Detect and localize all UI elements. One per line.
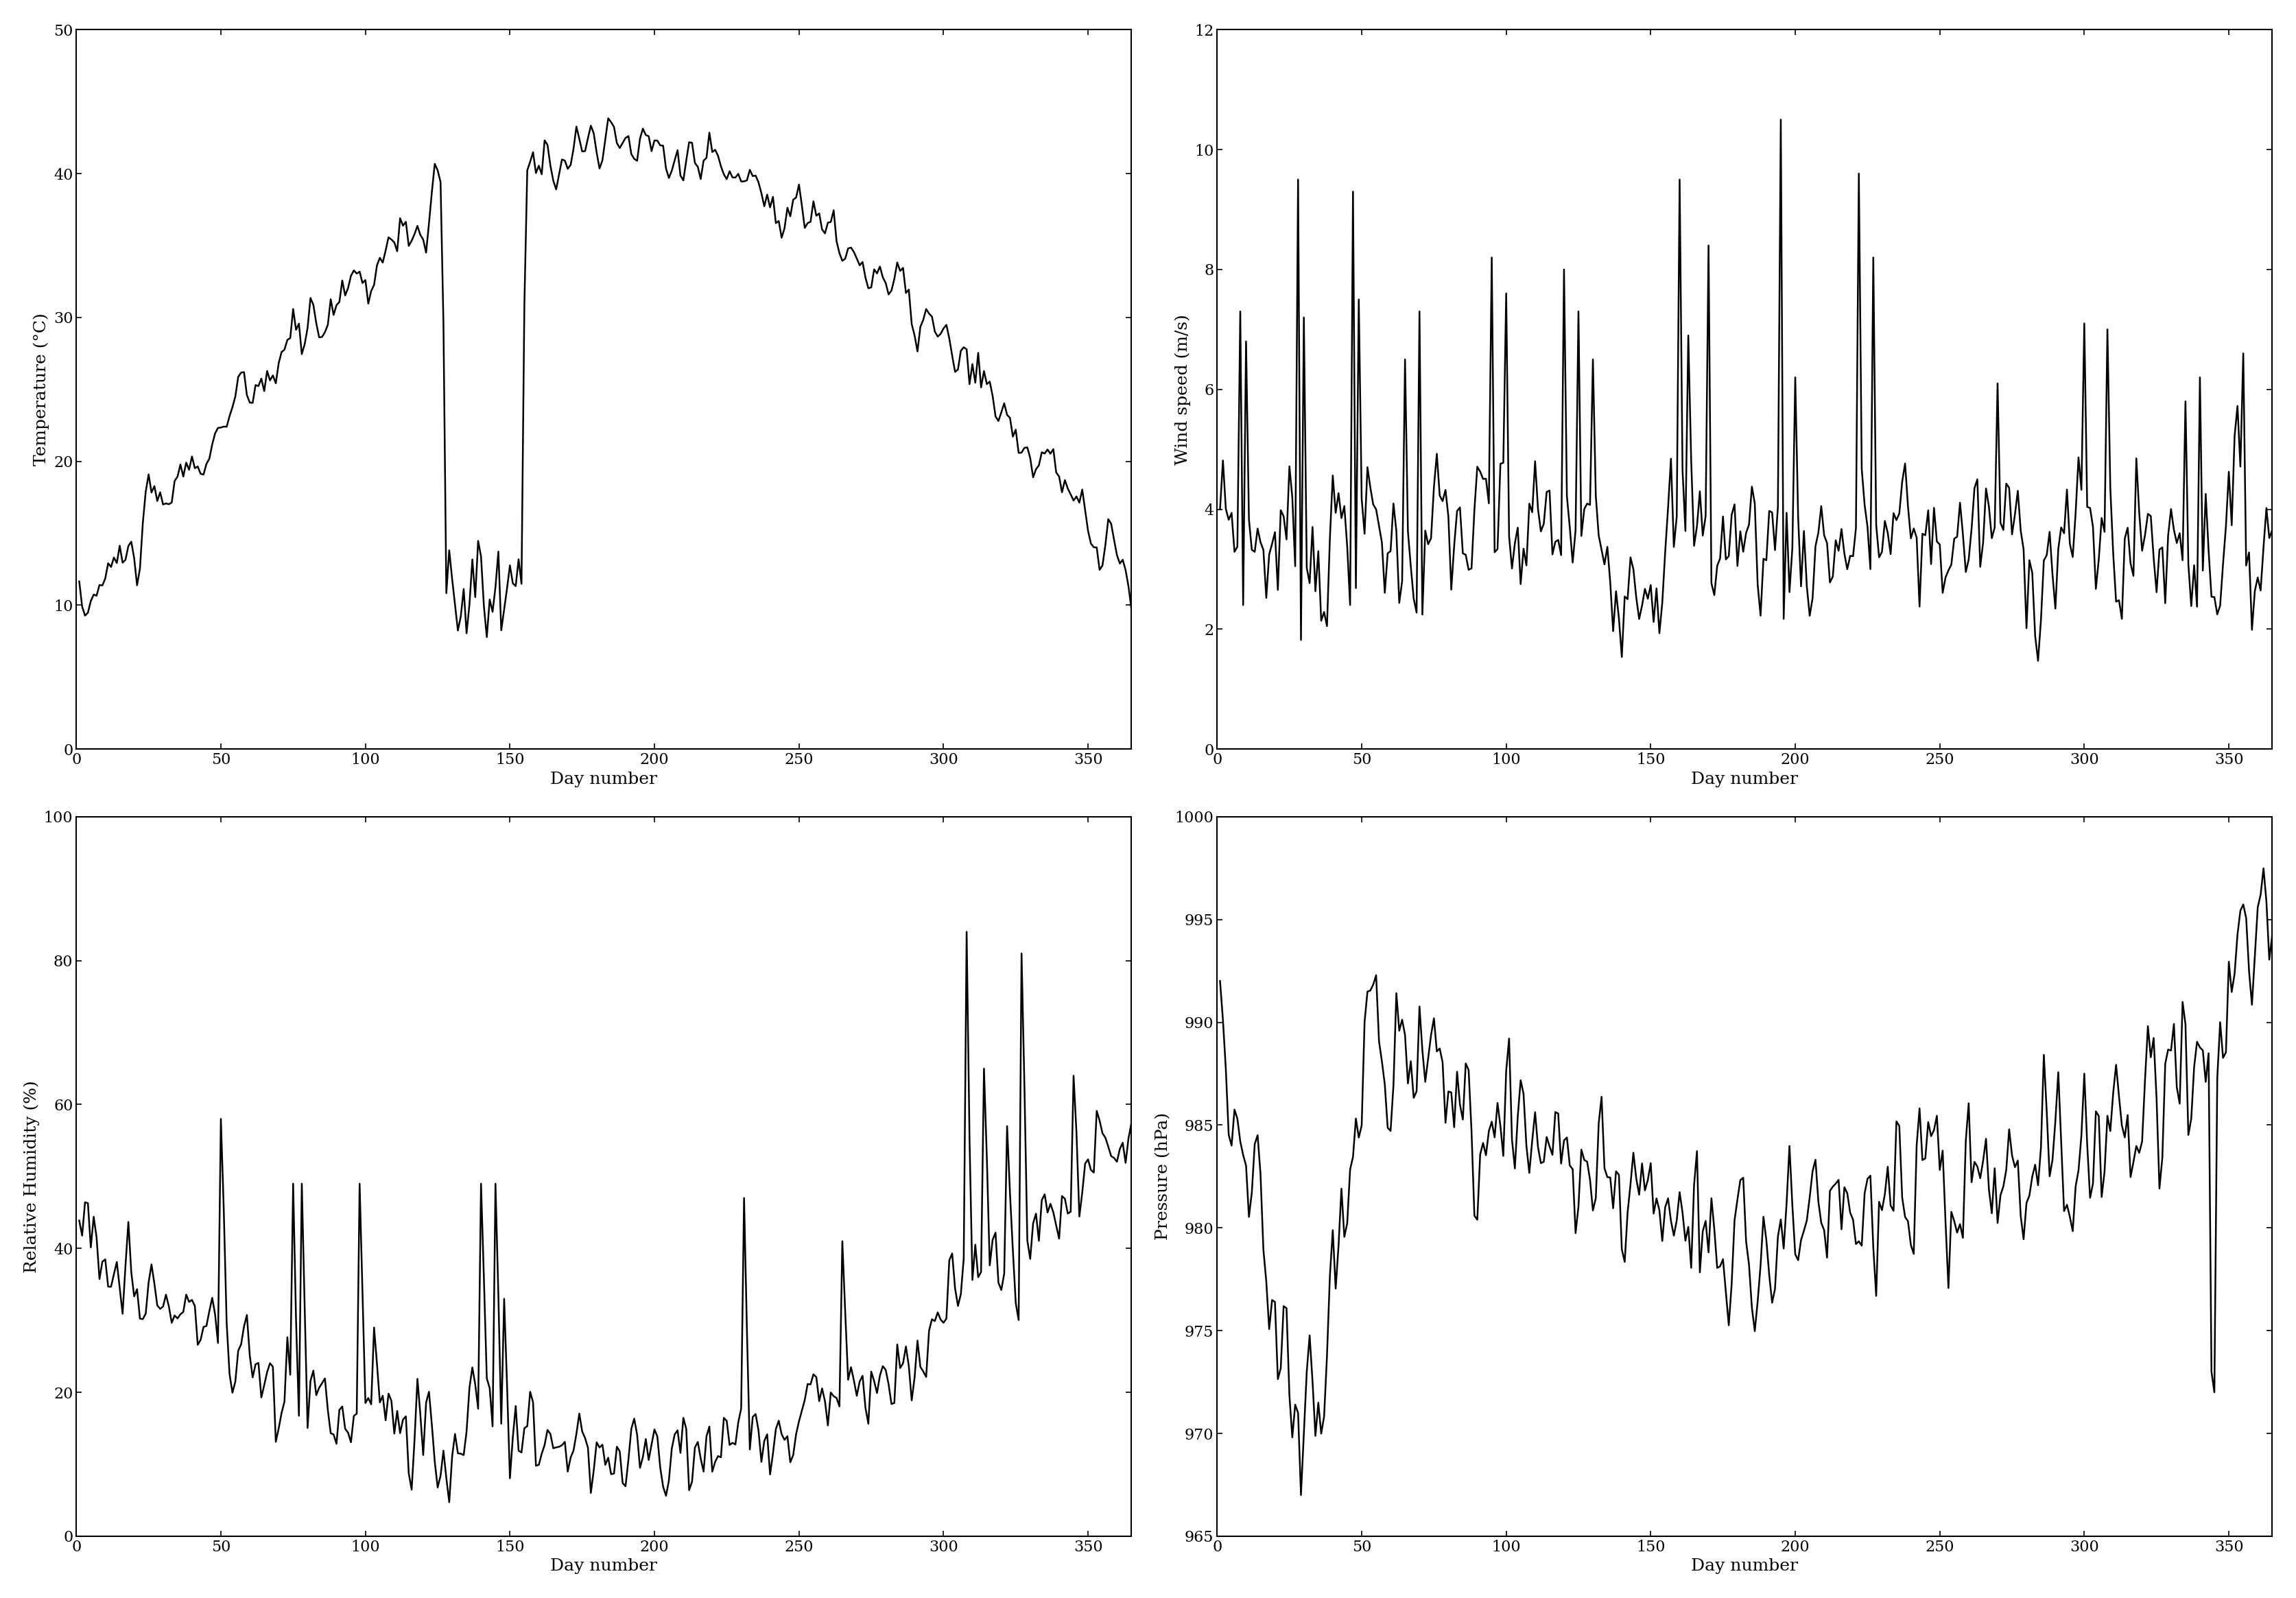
Y-axis label: Wind speed (m/s): Wind speed (m/s) bbox=[1173, 313, 1192, 465]
X-axis label: Day number: Day number bbox=[551, 772, 657, 788]
X-axis label: Day number: Day number bbox=[551, 1558, 657, 1574]
X-axis label: Day number: Day number bbox=[1692, 772, 1798, 788]
Y-axis label: Relative Humidity (%): Relative Humidity (%) bbox=[23, 1080, 39, 1272]
X-axis label: Day number: Day number bbox=[1692, 1558, 1798, 1574]
Y-axis label: Pressure (hPa): Pressure (hPa) bbox=[1155, 1112, 1171, 1240]
Y-axis label: Temperature (°C): Temperature (°C) bbox=[34, 313, 51, 465]
